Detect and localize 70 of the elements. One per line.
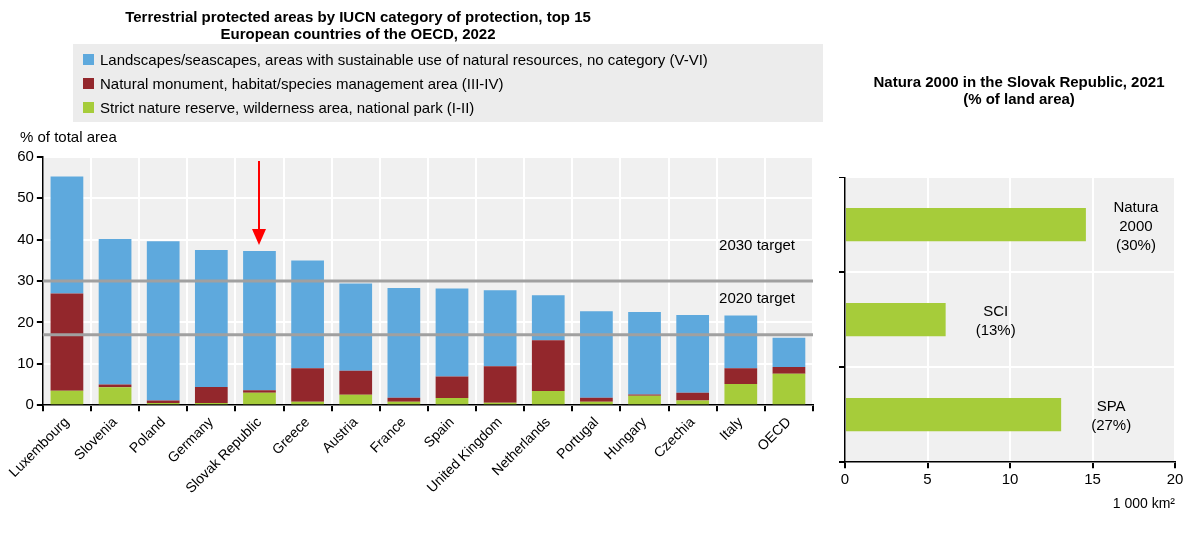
- ref-line-label: 2030 target: [719, 235, 796, 253]
- y-axis-title: % of total area: [20, 128, 118, 145]
- x-tick-label: 20: [1166, 470, 1184, 488]
- x-tick-label: Italy: [716, 413, 746, 444]
- ref-line-label: 2020 target: [719, 289, 796, 307]
- bar: [846, 302, 946, 337]
- bar: [291, 368, 324, 402]
- bar: [194, 250, 228, 387]
- bar: [531, 340, 565, 392]
- bar: [243, 250, 276, 391]
- legend-label: Natural monument, habitat/species management area (III-IV): [100, 74, 504, 92]
- legend-label: Strict nature reserve, wilderness area, national park (I-II): [100, 98, 475, 116]
- bar: [846, 207, 1086, 242]
- bar: [339, 394, 373, 405]
- y-tick-label: 20: [17, 312, 34, 330]
- bar: [435, 288, 469, 377]
- bar: [676, 392, 710, 401]
- bar: [483, 290, 517, 367]
- bar: [435, 398, 469, 405]
- annotation: (13%): [975, 321, 1016, 339]
- bar: [483, 366, 517, 403]
- bar: [724, 384, 758, 405]
- y-tick-label: 0: [25, 395, 34, 413]
- bar: [772, 373, 806, 405]
- bar: [772, 367, 806, 374]
- bar: [98, 238, 132, 385]
- bar: [531, 391, 565, 405]
- x-tick-label: 0: [840, 470, 850, 488]
- y-tick-label: SPA: [1096, 397, 1126, 415]
- bar: [580, 311, 613, 398]
- y-tick-label: SCI: [983, 302, 1009, 320]
- x-axis-title: 1 000 km²: [1112, 495, 1176, 512]
- bar: [146, 241, 180, 401]
- bar: [50, 293, 84, 391]
- x-tick-label: 5: [923, 470, 932, 488]
- bar: [435, 376, 469, 399]
- chart-title: Terrestrial protected areas by IUCN category of protection, top 15 European countries of the OECD, 2022: [124, 8, 592, 42]
- bar: [98, 384, 132, 388]
- bar: [676, 314, 710, 393]
- bar: [580, 397, 613, 402]
- bar: [724, 368, 758, 385]
- bar: [194, 386, 228, 404]
- bar: [339, 283, 373, 371]
- bar: [291, 260, 324, 369]
- bar: [772, 337, 806, 368]
- bar: [339, 370, 373, 395]
- chart-title: Natura 2000 in the Slovak Republic, 2021 (% of land area): [872, 73, 1166, 109]
- y-tick-label: Natura 2000: [1113, 197, 1160, 234]
- y-tick-label: 30: [17, 271, 34, 289]
- bar: [628, 395, 661, 405]
- bar: [628, 312, 661, 395]
- bar: [243, 390, 276, 393]
- bar: [98, 387, 132, 405]
- bar: [387, 397, 421, 402]
- y-tick-label: 40: [17, 229, 34, 247]
- bar: [724, 315, 758, 369]
- annotation: (27%): [1091, 416, 1132, 434]
- bar: [531, 295, 565, 341]
- bar: [846, 398, 1062, 432]
- annotation: (30%): [1115, 235, 1156, 253]
- bar: [243, 392, 276, 405]
- x-tick-label: 15: [1084, 470, 1101, 488]
- y-tick-label: 60: [17, 147, 34, 165]
- y-tick-label: 10: [17, 353, 34, 371]
- bar: [387, 288, 421, 398]
- y-tick-label: 50: [17, 188, 34, 206]
- bar: [50, 176, 84, 294]
- bar: [50, 390, 84, 405]
- legend-label: Landscapes/seascapes, areas with sustainable use of natural resources, no category (V-VI): [100, 50, 708, 68]
- x-tick-label: 10: [1001, 470, 1019, 488]
